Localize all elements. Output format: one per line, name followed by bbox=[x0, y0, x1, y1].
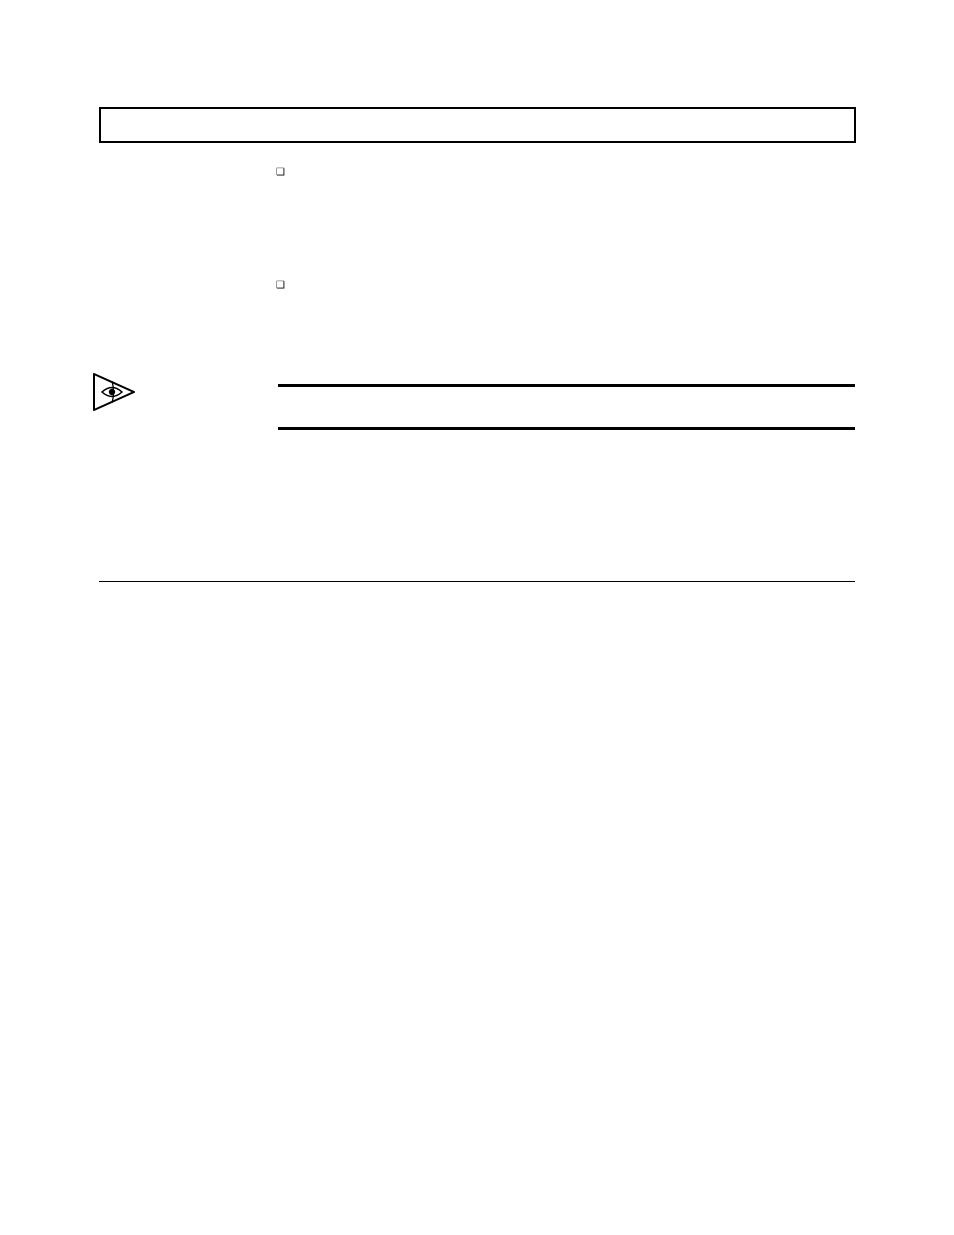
note-rule-bottom bbox=[278, 427, 855, 430]
section-divider bbox=[99, 581, 855, 582]
note-rule-top bbox=[278, 384, 855, 387]
bullet-1: ❑ bbox=[276, 168, 285, 178]
title-box bbox=[99, 107, 856, 143]
bullet-2: ❑ bbox=[276, 281, 285, 291]
eye-icon bbox=[88, 371, 136, 413]
page: ❑ ❑ bbox=[0, 0, 954, 1235]
